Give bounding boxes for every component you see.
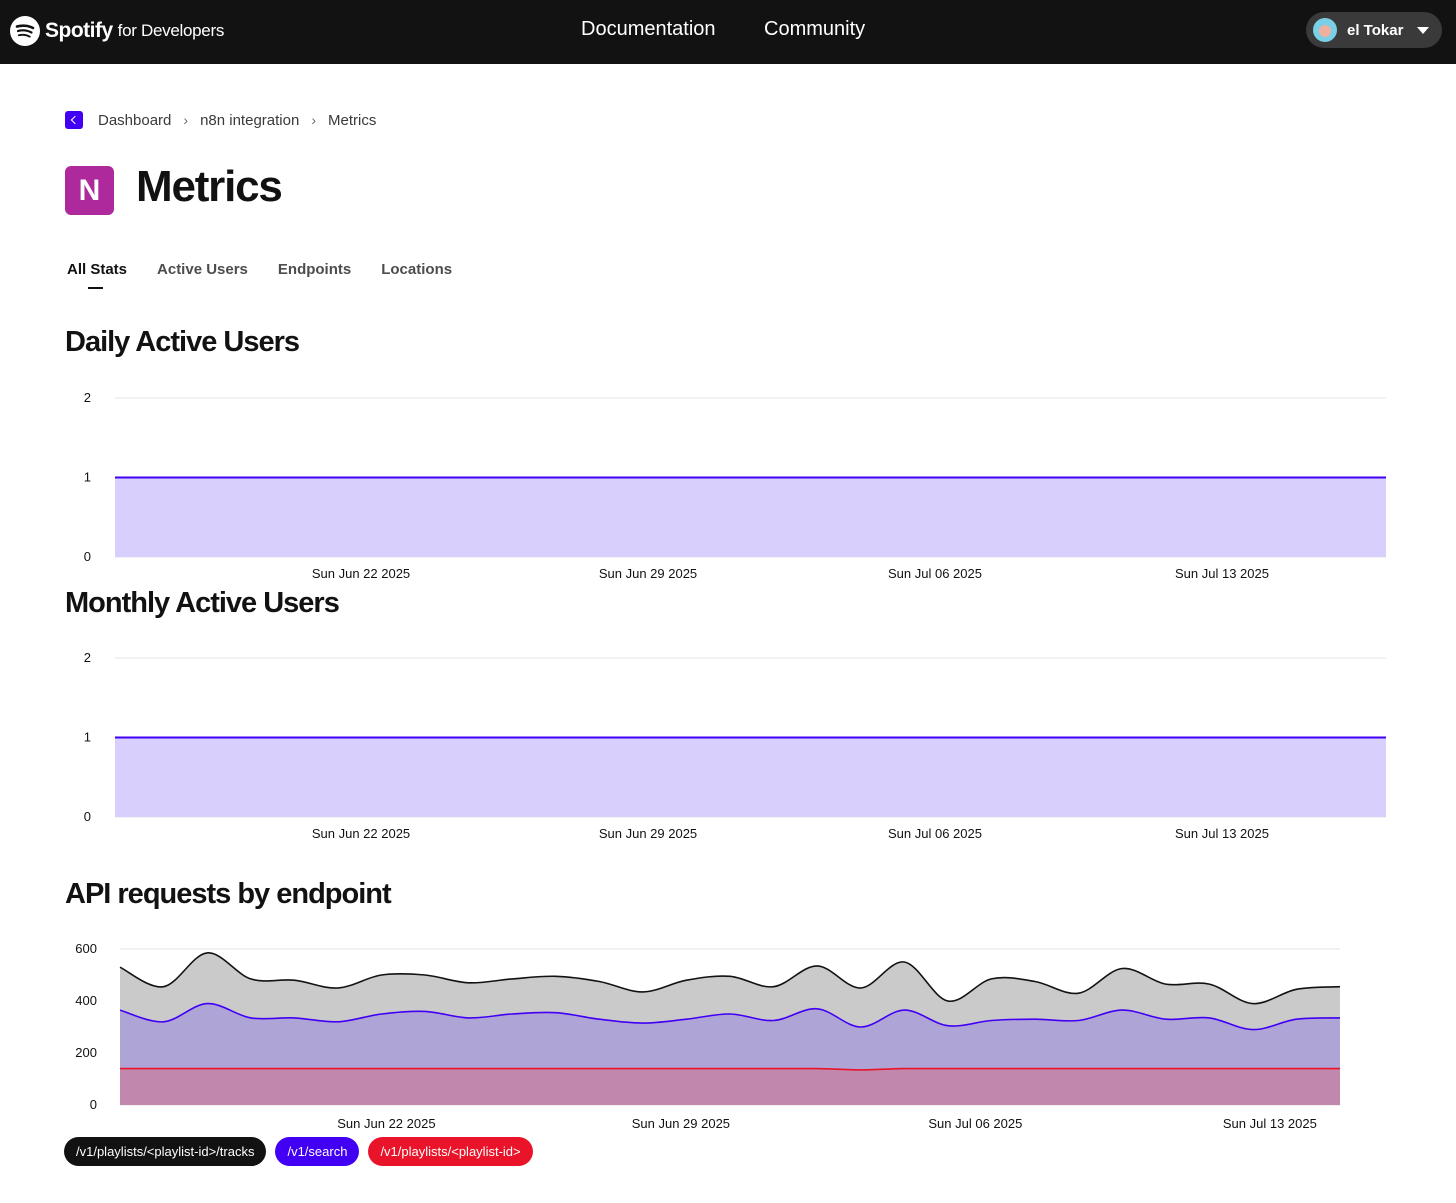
- y-tick-label: 1: [84, 730, 91, 745]
- user-name: el Tokar: [1347, 21, 1404, 39]
- spotify-logo[interactable]: Spotify for Developers: [10, 15, 224, 47]
- app-icon: N: [65, 166, 114, 215]
- x-tick-label: Sun Jul 13 2025: [1223, 1116, 1317, 1131]
- area-playlist: [120, 1068, 1340, 1105]
- x-tick-label: Sun Jun 22 2025: [312, 566, 410, 581]
- api-title: API requests by endpoint: [65, 878, 392, 910]
- tab-bar: All Stats Active Users Endpoints Locatio…: [67, 261, 482, 289]
- y-tick-label: 2: [84, 390, 91, 405]
- tab-locations[interactable]: Locations: [381, 261, 453, 278]
- x-tick-label: Sun Jul 06 2025: [888, 826, 982, 841]
- chevron-right-icon: ›: [311, 112, 316, 128]
- line-tracks: [119, 952, 1341, 1005]
- chart-legend: /v1/playlists/<playlist-id>/tracks /v1/s…: [64, 1137, 542, 1166]
- tab-active-users[interactable]: Active Users: [157, 261, 248, 278]
- chevron-down-icon: [1417, 27, 1429, 34]
- top-bar: Spotify for Developers Documentation Com…: [0, 0, 1456, 64]
- legend-tracks[interactable]: /v1/playlists/<playlist-id>/tracks: [64, 1137, 267, 1166]
- nav-documentation[interactable]: Documentation: [581, 18, 716, 40]
- breadcrumb: Dashboard › n8n integration › Metrics: [65, 110, 376, 130]
- breadcrumb-app[interactable]: n8n integration: [200, 111, 300, 129]
- brand-name: Spotify: [45, 19, 113, 42]
- area-fill: [115, 737, 1386, 817]
- dau-chart: 0 1 2 Sun Jun 22 2025 Sun Jun 29 2025 Sun Jul…: [84, 390, 1387, 581]
- chevron-right-icon: ›: [183, 112, 189, 128]
- breadcrumb-current: Metrics: [327, 111, 377, 129]
- y-tick-label: 2: [84, 650, 91, 665]
- brand-subtitle: for Developers: [117, 21, 225, 40]
- back-icon[interactable]: [65, 111, 83, 129]
- area-fill: [115, 477, 1386, 557]
- tab-all-stats[interactable]: All Stats: [67, 261, 128, 289]
- dau-title: Daily Active Users: [65, 326, 300, 358]
- x-tick-label: Sun Jun 29 2025: [599, 826, 697, 841]
- spotify-icon: [10, 16, 40, 46]
- y-tick-label: 0: [84, 549, 91, 564]
- y-tick-label: 0: [84, 809, 91, 824]
- y-tick-label: 1: [84, 470, 91, 485]
- x-tick-label: Sun Jun 22 2025: [312, 826, 410, 841]
- x-tick-label: Sun Jul 13 2025: [1175, 826, 1269, 841]
- y-tick-label: 400: [75, 993, 97, 1008]
- avatar: [1313, 18, 1337, 42]
- user-menu-button[interactable]: el Tokar: [1306, 12, 1442, 48]
- legend-search[interactable]: /v1/search: [275, 1137, 360, 1166]
- y-tick-label: 200: [75, 1045, 97, 1060]
- x-tick-label: Sun Jun 29 2025: [599, 566, 697, 581]
- x-tick-label: Sun Jun 22 2025: [337, 1116, 435, 1131]
- page-title: Metrics: [136, 162, 283, 211]
- x-tick-label: Sun Jul 06 2025: [888, 566, 982, 581]
- breadcrumb-dashboard[interactable]: Dashboard: [98, 111, 172, 129]
- y-tick-label: 600: [75, 941, 97, 956]
- nav-community[interactable]: Community: [764, 18, 866, 40]
- mau-title: Monthly Active Users: [65, 587, 340, 619]
- api-chart: 0 200 400 600 Sun Jun 22 2025 Sun Jun 29 2025…: [75, 941, 1341, 1131]
- mau-chart: 0 1 2 Sun Jun 22 2025 Sun Jun 29 2025 Sun Jul…: [84, 650, 1387, 841]
- legend-playlist[interactable]: /v1/playlists/<playlist-id>: [368, 1137, 533, 1166]
- x-tick-label: Sun Jul 13 2025: [1175, 566, 1269, 581]
- x-tick-label: Sun Jun 29 2025: [632, 1116, 730, 1131]
- y-tick-label: 0: [90, 1097, 97, 1112]
- x-tick-label: Sun Jul 06 2025: [928, 1116, 1022, 1131]
- tab-endpoints[interactable]: Endpoints: [277, 261, 352, 278]
